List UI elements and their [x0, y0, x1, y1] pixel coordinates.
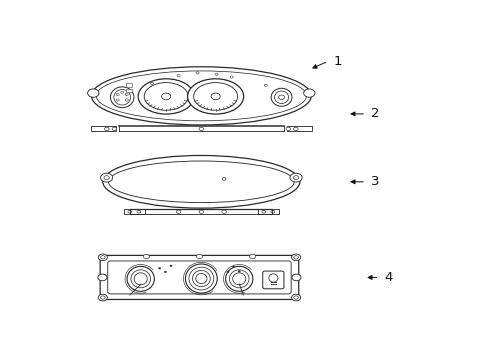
Circle shape: [293, 176, 298, 180]
Ellipse shape: [127, 266, 154, 291]
Ellipse shape: [187, 79, 243, 114]
Circle shape: [196, 72, 199, 74]
Ellipse shape: [134, 273, 147, 285]
Ellipse shape: [102, 156, 299, 208]
Circle shape: [177, 75, 180, 77]
Text: 3: 3: [371, 175, 379, 188]
Circle shape: [264, 84, 267, 86]
FancyBboxPatch shape: [123, 209, 144, 214]
FancyBboxPatch shape: [286, 126, 311, 131]
Ellipse shape: [188, 267, 213, 290]
Ellipse shape: [185, 264, 217, 293]
FancyBboxPatch shape: [126, 83, 132, 87]
Circle shape: [112, 127, 117, 131]
Circle shape: [303, 89, 314, 97]
Circle shape: [226, 271, 228, 273]
Circle shape: [222, 210, 226, 213]
Circle shape: [249, 254, 255, 259]
Circle shape: [278, 95, 284, 99]
FancyBboxPatch shape: [91, 126, 115, 131]
Circle shape: [101, 256, 105, 259]
Circle shape: [158, 267, 161, 269]
Ellipse shape: [144, 82, 188, 110]
Circle shape: [116, 99, 119, 101]
Ellipse shape: [114, 90, 130, 105]
Ellipse shape: [131, 270, 150, 288]
Circle shape: [232, 266, 234, 268]
Circle shape: [125, 99, 128, 101]
Ellipse shape: [138, 79, 194, 114]
FancyBboxPatch shape: [257, 209, 278, 214]
Circle shape: [291, 274, 301, 281]
FancyBboxPatch shape: [107, 261, 290, 294]
Ellipse shape: [96, 71, 306, 121]
Circle shape: [87, 89, 99, 97]
Ellipse shape: [271, 88, 291, 106]
Circle shape: [101, 296, 105, 299]
Circle shape: [196, 254, 202, 259]
Circle shape: [162, 93, 170, 100]
Circle shape: [143, 254, 149, 259]
Ellipse shape: [108, 161, 294, 203]
Ellipse shape: [229, 270, 248, 288]
Circle shape: [238, 270, 240, 272]
FancyBboxPatch shape: [262, 271, 284, 289]
Circle shape: [222, 177, 225, 180]
Ellipse shape: [193, 82, 237, 110]
Circle shape: [104, 176, 109, 180]
Circle shape: [199, 210, 203, 213]
Circle shape: [199, 127, 203, 131]
Circle shape: [176, 210, 181, 213]
Circle shape: [150, 82, 153, 85]
Circle shape: [211, 93, 220, 100]
Circle shape: [98, 294, 107, 301]
Ellipse shape: [274, 91, 288, 103]
Circle shape: [98, 274, 107, 281]
Circle shape: [215, 73, 218, 75]
Ellipse shape: [268, 274, 277, 282]
Ellipse shape: [225, 266, 252, 291]
Circle shape: [128, 210, 131, 213]
Circle shape: [98, 254, 107, 261]
Text: 2: 2: [371, 107, 379, 120]
Ellipse shape: [232, 273, 245, 285]
Ellipse shape: [192, 270, 210, 287]
Circle shape: [291, 294, 300, 301]
Circle shape: [262, 210, 265, 213]
Circle shape: [116, 93, 119, 96]
FancyBboxPatch shape: [100, 255, 298, 300]
Circle shape: [169, 265, 172, 267]
Circle shape: [293, 296, 298, 299]
Circle shape: [101, 173, 112, 182]
Text: 4: 4: [384, 271, 392, 284]
Circle shape: [137, 210, 141, 213]
Circle shape: [230, 76, 233, 78]
Circle shape: [285, 127, 290, 131]
Circle shape: [270, 210, 274, 213]
Ellipse shape: [195, 274, 206, 284]
Text: 1: 1: [333, 55, 341, 68]
Circle shape: [289, 173, 302, 182]
Circle shape: [164, 271, 166, 273]
Circle shape: [293, 256, 298, 259]
FancyBboxPatch shape: [126, 89, 132, 92]
Circle shape: [125, 93, 128, 96]
Circle shape: [293, 127, 298, 131]
Circle shape: [291, 254, 300, 261]
Circle shape: [104, 127, 109, 131]
Ellipse shape: [110, 87, 134, 108]
Ellipse shape: [91, 67, 311, 125]
Circle shape: [121, 91, 123, 93]
